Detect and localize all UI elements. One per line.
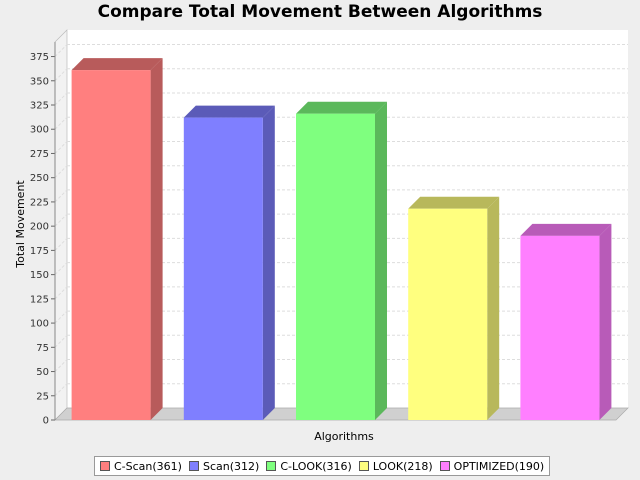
bar-top — [71, 58, 163, 71]
bar-side — [262, 105, 275, 420]
y-tick-label: 275 — [30, 149, 49, 160]
bar-top — [183, 105, 275, 118]
grid-line-side — [54, 383, 68, 397]
bar-c-look — [296, 101, 387, 420]
y-tick-label: 350 — [30, 76, 49, 87]
y-tick-label: 175 — [30, 246, 49, 257]
bar-look — [408, 196, 500, 420]
bar-side — [487, 196, 500, 420]
legend-swatch — [188, 461, 199, 471]
legend-swatch — [100, 461, 110, 471]
legend-swatch — [439, 461, 450, 471]
y-axis: 0 25 50 75 100 125 150 175 200 225 250 275 300 325 350… — [30, 42, 56, 427]
legend-item: LOOK(218) — [358, 459, 433, 473]
bar-top — [408, 196, 500, 209]
bar-scan — [183, 105, 275, 420]
y-tick-label: 0 — [43, 416, 49, 427]
bar-front — [408, 208, 488, 420]
legend-item: C-Scan(361) — [100, 460, 182, 473]
bar-top — [520, 223, 612, 236]
grid-line-side — [54, 334, 68, 348]
bar-c-scan — [71, 58, 163, 420]
legend-label: C-Scan(361) — [114, 459, 182, 473]
legend-swatch — [358, 461, 369, 471]
grid-line-side — [54, 213, 68, 227]
grid-line-side — [54, 116, 68, 130]
y-tick-label: 300 — [30, 125, 49, 136]
y-tick-label: 125 — [30, 294, 49, 305]
y-tick-label: 375 — [30, 52, 49, 63]
y-tick-label: 250 — [30, 173, 49, 184]
y-tick-label: 50 — [36, 367, 49, 378]
bar-side — [599, 223, 612, 420]
bar-front — [296, 113, 375, 420]
grid-line-side — [54, 68, 68, 82]
legend-item: C-LOOK(316) — [266, 460, 352, 473]
legend-swatch — [266, 461, 277, 471]
bar-side — [150, 58, 163, 420]
bars — [71, 58, 612, 420]
grid-line-side — [54, 310, 68, 324]
legend-label: C-LOOK(316) — [280, 459, 352, 473]
legend-label: LOOK(218) — [372, 459, 433, 473]
grid-line-side — [54, 44, 68, 57]
y-tick-label: 325 — [30, 101, 49, 112]
y-tick-label: 25 — [36, 391, 49, 402]
y-tick-label: 225 — [30, 197, 49, 208]
y-tick-label: 150 — [30, 270, 49, 281]
grid-line-side — [54, 286, 68, 300]
legend: C-Scan(361) Scan(312) C-LOOK(316) LOOK(218)… — [94, 456, 551, 476]
grid-line-side — [54, 141, 68, 154]
bar-front — [71, 70, 151, 420]
legend-item: Scan(312) — [188, 459, 260, 473]
bar-optimized — [520, 223, 612, 420]
chart-title: Compare Total Movement Between Algorithm… — [97, 2, 543, 22]
bar-front — [520, 235, 600, 420]
y-tick-label: 75 — [36, 343, 49, 354]
y-tick-label: 100 — [30, 319, 49, 330]
legend-item: OPTIMIZED(190) — [439, 459, 545, 473]
grid-line-side — [54, 92, 68, 106]
grid-line-side — [54, 262, 68, 275]
x-axis-label: Algorithms — [314, 430, 374, 443]
legend-label: Scan(312) — [202, 459, 260, 473]
y-axis-label: Total Movement — [14, 180, 27, 269]
grid-line-side — [54, 359, 68, 372]
grid-line-side — [54, 238, 68, 251]
bar-front — [183, 117, 263, 420]
bar-side — [375, 101, 387, 420]
y-tick-label: 200 — [30, 222, 49, 233]
grid-line-side — [54, 165, 68, 179]
grid-line-side — [54, 189, 68, 203]
legend-label: OPTIMIZED(190) — [453, 459, 545, 473]
bar-top — [296, 101, 387, 114]
